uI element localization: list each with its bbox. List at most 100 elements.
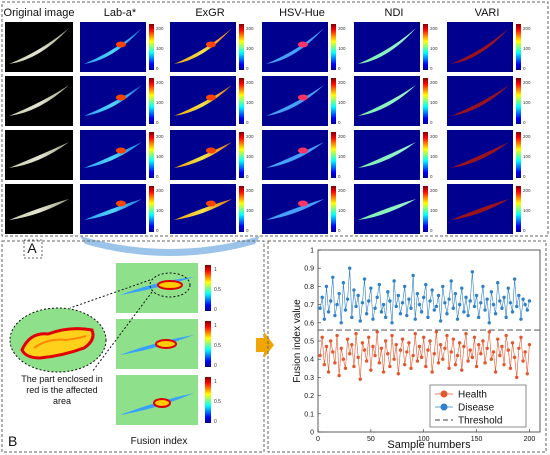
data-point (358, 319, 362, 323)
y-tick-label: 0.6 (304, 320, 314, 327)
colorbar-tick: 200 (246, 188, 254, 193)
panel-a-frame (1, 1, 549, 237)
data-point (506, 286, 510, 290)
data-point (500, 306, 504, 310)
cell-r3-c0 (5, 184, 73, 234)
data-point (430, 288, 434, 292)
data-point (468, 348, 472, 352)
cell-background (170, 76, 236, 126)
data-point (419, 355, 424, 360)
data-point (470, 355, 475, 360)
cell-r1-c3: 200 100 0 (262, 76, 346, 126)
data-point (411, 273, 415, 278)
data-point (367, 335, 371, 340)
cell-r2-c0 (5, 130, 73, 180)
data-point (392, 357, 396, 361)
cell-r0-c3: 200 100 0 (262, 22, 346, 72)
panel-a-label: A (27, 240, 37, 256)
hotspot (297, 200, 308, 207)
y-tick-label: 0.4 (304, 357, 314, 364)
cell-r1-c0 (5, 76, 73, 126)
colorbar-tick: 200 (156, 26, 164, 31)
colorbar-tick: 200 (523, 80, 531, 85)
data-point (377, 361, 382, 365)
panel-b-label: B (8, 433, 17, 449)
data-point (318, 353, 322, 358)
data-point (335, 333, 339, 338)
leaf-shape (174, 199, 232, 220)
data-point (491, 350, 496, 354)
data-point (432, 352, 436, 356)
hotspot (297, 94, 308, 101)
column-header-2: ExGR (195, 7, 224, 19)
data-point (485, 297, 489, 301)
highlight-ellipse (149, 272, 191, 298)
cell-background (262, 76, 328, 126)
colorbar-tick: 100 (523, 154, 531, 159)
data-point (383, 339, 388, 343)
series-disease (318, 266, 532, 325)
data-point (424, 282, 428, 287)
data-point (493, 312, 498, 316)
cell-background (80, 76, 146, 126)
data-point (521, 359, 525, 363)
data-point (426, 348, 430, 352)
data-point (436, 361, 441, 365)
cell-r0-c4: 200 100 0 (354, 22, 438, 72)
data-point (371, 317, 375, 321)
data-point (396, 372, 401, 376)
colorbar-tick: 100 (523, 46, 531, 51)
cell-r0-c1: 200 100 0 (80, 22, 164, 72)
colorbar (516, 186, 521, 232)
data-point (481, 339, 485, 343)
data-point (457, 341, 462, 345)
data-point (521, 297, 525, 301)
data-point (512, 355, 517, 360)
data-point (500, 344, 504, 349)
fusion-colorbar-tick: 0 (214, 307, 217, 313)
magnified-core (33, 335, 87, 349)
colorbar-tick: 200 (523, 134, 531, 139)
data-point (464, 295, 468, 300)
cell-r3-c1: 200 100 0 (80, 184, 164, 234)
cell-background (5, 76, 73, 126)
data-point (398, 312, 403, 316)
data-point (388, 299, 392, 303)
data-point (360, 341, 365, 345)
colorbar-tick: 0 (156, 174, 159, 179)
data-point (326, 310, 331, 314)
colorbar (149, 186, 154, 232)
colorbar (331, 186, 336, 232)
column-header-1: Lab-a* (104, 7, 137, 19)
colorbar-tick: 0 (338, 228, 341, 233)
colorbar-tick: 100 (246, 46, 254, 51)
data-point (468, 299, 472, 303)
data-point (339, 321, 343, 325)
fusion-image-0: 10.50 (116, 263, 221, 313)
data-point (487, 330, 491, 334)
fusion-index-label: Fusion index (131, 436, 188, 447)
colorbar (149, 78, 154, 124)
data-point (527, 299, 532, 303)
data-point (472, 335, 477, 340)
colorbar-tick: 100 (246, 208, 254, 213)
data-point (409, 306, 413, 310)
legend-label-2: Threshold (458, 416, 502, 427)
column-header-4: NDI (385, 7, 404, 19)
data-point (377, 282, 382, 287)
data-point (445, 312, 449, 316)
data-point (519, 335, 523, 340)
fusion-colorbar-tick: 0.5 (214, 287, 221, 293)
colorbar (331, 24, 336, 70)
legend-swatch-marker (440, 390, 448, 398)
column-headers: Original image Lab-a* ExGR HSV-Hue NDI VARI (4, 7, 500, 19)
data-point (485, 346, 489, 350)
colorbar-tick: 200 (430, 134, 438, 139)
data-point (350, 315, 354, 320)
caption-line-3: area (53, 396, 71, 406)
column-header-0: Original image (4, 7, 75, 19)
data-point (432, 308, 436, 312)
data-point (422, 335, 426, 340)
colorbar (516, 78, 521, 124)
data-point (502, 295, 506, 300)
